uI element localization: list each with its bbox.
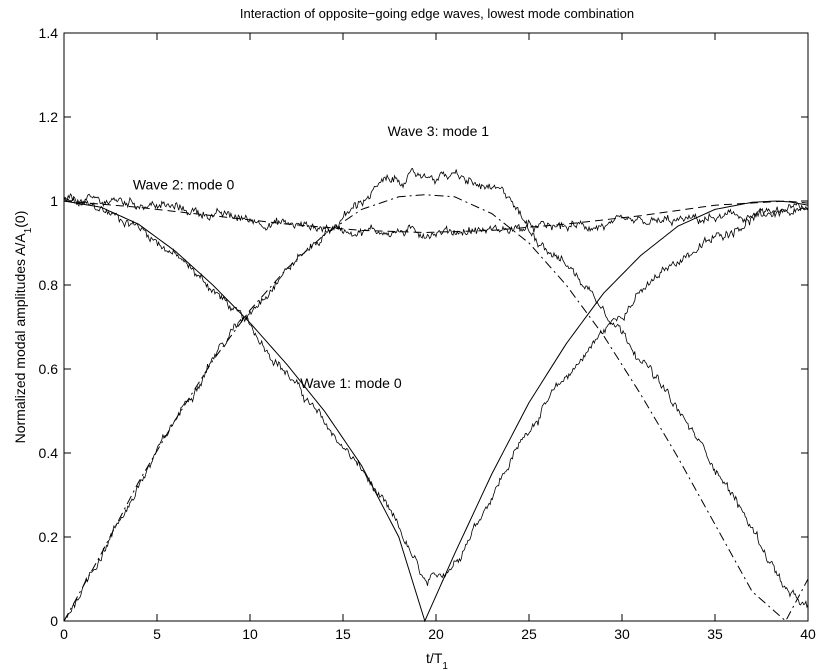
series-line-6: [63, 168, 809, 622]
annotation-layer: Wave 1: mode 0 Wave 2: mode 0 Wave 3: mode…: [133, 123, 489, 391]
series-line-3: [63, 200, 809, 234]
series-line-1: [63, 200, 809, 623]
x-tick-label: 35: [707, 626, 723, 642]
series-line-2: [63, 196, 809, 586]
y-tick-label: 1.4: [39, 25, 59, 41]
y-tick-label: 0.6: [39, 361, 59, 377]
annotation-label: Wave 2: mode 0: [133, 177, 235, 193]
y-tick-label: 1: [50, 193, 58, 209]
x-tick-label: 25: [521, 626, 537, 642]
y-tick-label: 0.4: [39, 445, 59, 461]
x-tick-label: 40: [800, 626, 816, 642]
chart-title: Interaction of opposite−going edge waves…: [240, 6, 634, 21]
y-tick-label: 0: [50, 613, 58, 629]
x-tick-label: 10: [242, 626, 258, 642]
y-axis-label: Normalized modal amplitudes A/A1(0): [12, 211, 34, 444]
x-tick-label: 20: [428, 626, 444, 642]
series-line-4: [63, 193, 809, 240]
x-axis-ticks: 0 5 10 15 20 25 30 35 40: [60, 33, 816, 642]
y-tick-label: 1.2: [39, 109, 59, 125]
x-tick-label: 15: [335, 626, 351, 642]
annotation-label: Wave 3: mode 1: [388, 123, 490, 139]
x-axis-label: t/T1: [426, 650, 448, 671]
x-tick-label: 0: [60, 626, 68, 642]
x-tick-label: 5: [153, 626, 161, 642]
y-tick-label: 0.8: [39, 277, 59, 293]
plot-frame: [63, 32, 809, 622]
series-line-5: [63, 194, 809, 622]
x-tick-label: 30: [614, 626, 630, 642]
y-tick-label: 0.2: [39, 529, 59, 545]
series-layer: [63, 168, 809, 623]
y-axis-ticks: 0 0.2 0.4 0.6 0.8 1 1.2 1.4: [39, 25, 808, 629]
annotation-label: Wave 1: mode 0: [300, 375, 402, 391]
